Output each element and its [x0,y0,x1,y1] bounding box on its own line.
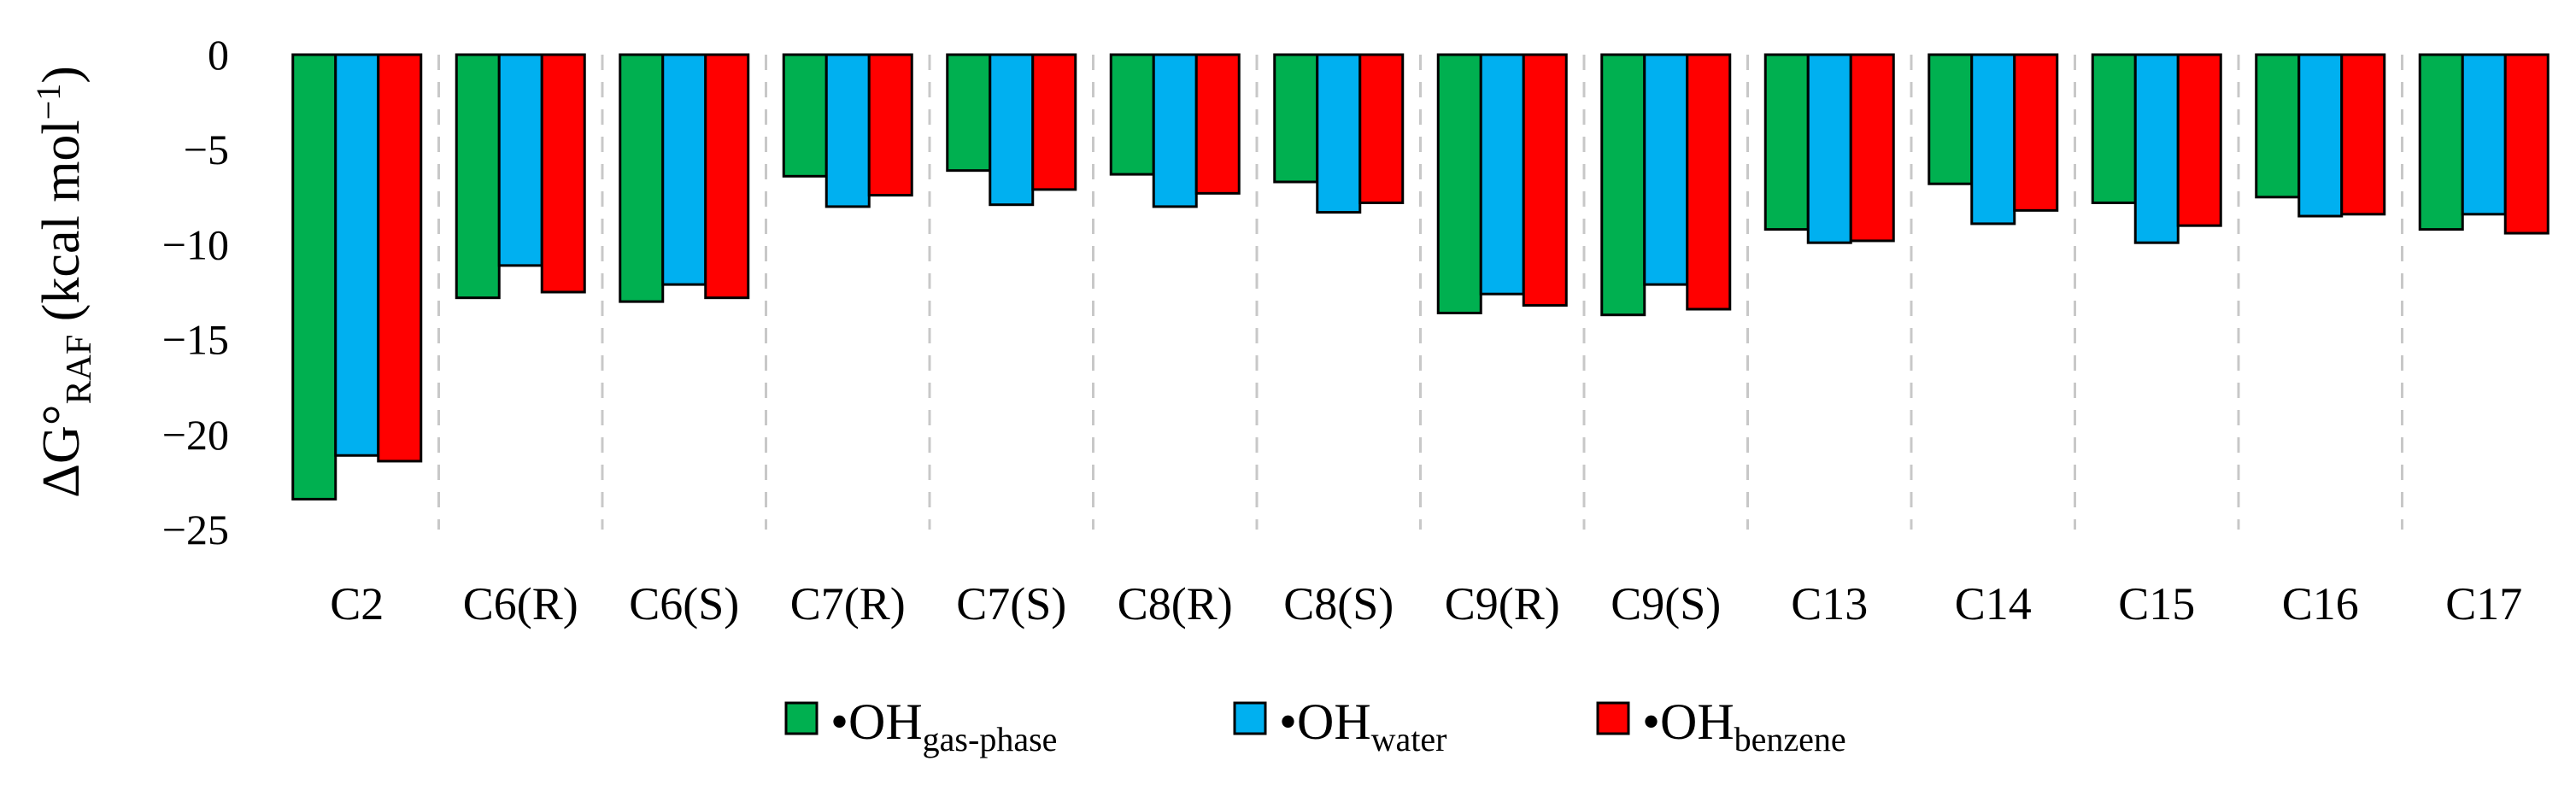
bar-C8(R)-water [1152,53,1198,208]
bar-C14-water [1970,53,2016,225]
bar-C6(S)-water [661,53,707,286]
bar-C15-gas-phase [2091,53,2137,204]
y-axis-ticks: 0 −5 −10 −15 −20 −25 [162,31,229,553]
bar-C16-gas-phase [2255,53,2301,199]
bar-C7(R)-benzene [867,53,913,197]
bar-C16-water [2297,53,2344,218]
category-label: C16 [2282,578,2359,629]
bar-C8(S)-water [1316,53,1362,214]
bar-C7(S)-benzene [1031,53,1077,191]
y-tick-label: −5 [184,126,229,173]
bar-C6(R)-gas-phase [455,53,501,300]
bar-C8(S)-gas-phase [1273,53,1319,184]
y-tick-label: −25 [162,506,229,553]
bar-C15-benzene [2176,53,2222,227]
legend-swatch-benzene [1596,701,1630,735]
bar-C8(R)-gas-phase [1109,53,1155,176]
bar-C14-gas-phase [1928,53,1974,185]
category-label: C15 [2118,578,2195,629]
legend-label-water: •OHwater [1279,694,1447,758]
legend-swatch-gas-phase [784,701,819,735]
category-label: C9(S) [1611,578,1721,629]
bar-C6(S)-benzene [704,53,750,300]
category-label: C8(R) [1118,578,1233,629]
bar-C13-gas-phase [1763,53,1810,231]
category-label: C2 [330,578,384,629]
legend-label-benzene: •OHbenzene [1642,694,1846,758]
bar-C17-water [2461,53,2507,216]
y-axis-label-suffix: ) [32,66,91,84]
bar-C9(R)-water [1479,53,1525,296]
y-axis-label-superscript: −1 [29,84,67,120]
bar-C6(R)-benzene [540,53,586,294]
category-label: C13 [1791,578,1868,629]
y-axis-label: ΔG°RAF (kcal mol−1) [29,66,99,498]
y-tick-label: −20 [162,411,229,459]
bar-C8(R)-benzene [1194,53,1241,195]
category-labels: C2 C6(R) C6(S) C7(R) C7(S) C8(R) C8(S) C9(R) C9(… [330,578,2522,629]
legend-label-gas-phase: •OHgas-phase [830,694,1057,758]
y-tick-label: −15 [162,316,229,364]
bar-C7(R)-gas-phase [782,53,828,178]
bar-C9(S)-benzene [1686,53,1732,311]
bar-C17-benzene [2503,53,2550,235]
y-tick-label: −10 [162,220,229,268]
bar-C6(S)-gas-phase [619,53,665,303]
bar-C9(S)-water [1643,53,1689,286]
bar-C7(S)-gas-phase [946,53,992,173]
bar-C2-water [334,53,380,457]
bar-C2-gas-phase [291,53,337,501]
bar-C9(S)-gas-phase [1600,53,1646,317]
category-label: C17 [2445,578,2522,629]
y-tick-label: 0 [208,31,229,79]
grid-separators [437,55,2403,530]
legend-swatch-water [1233,701,1267,735]
bars-group [291,53,2550,501]
bar-C8(S)-benzene [1358,53,1405,204]
bar-C13-water [1806,53,1852,244]
bar-C16-benzene [2340,53,2386,216]
bar-C2-benzene [377,53,423,463]
category-label: C6(S) [629,578,739,629]
bar-C17-gas-phase [2418,53,2464,231]
category-label: C7(S) [956,578,1066,629]
y-axis-label-subscript: RAF [60,335,99,405]
category-label: C8(S) [1283,578,1394,629]
bar-C9(R)-gas-phase [1436,53,1482,314]
y-axis-label-prefix: ΔG° [32,404,91,497]
bar-C14-benzene [2013,53,2059,212]
bar-C15-water [2133,53,2180,244]
y-axis-label-units: (kcal mol [32,120,91,334]
legend: •OHgas-phase •OHwater •OHbenzene [784,694,1846,758]
bar-C9(R)-benzene [1522,53,1568,307]
bar-C7(R)-water [824,53,871,208]
bar-C6(R)-water [497,53,543,267]
bar-C7(S)-water [989,53,1035,207]
category-label: C9(R) [1445,578,1560,629]
category-label: C7(R) [790,578,906,629]
category-label: C14 [1955,578,2032,629]
category-label: C6(R) [463,578,578,629]
bar-C13-benzene [1849,53,1895,243]
